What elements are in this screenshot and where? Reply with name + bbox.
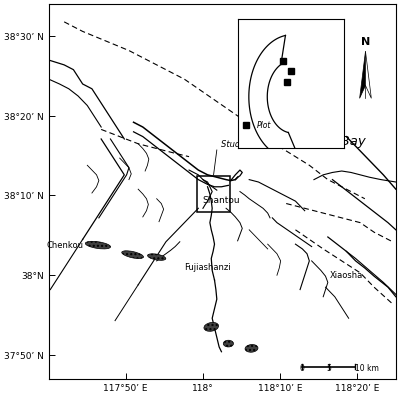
Ellipse shape (204, 322, 218, 331)
Text: 10 km: 10 km (355, 364, 379, 373)
Text: Bohai Bay: Bohai Bay (299, 135, 366, 148)
Text: 5: 5 (326, 364, 331, 373)
Text: Chenkou: Chenkou (46, 241, 84, 250)
Ellipse shape (245, 345, 258, 352)
Ellipse shape (122, 251, 144, 258)
Text: Shantou: Shantou (203, 197, 240, 205)
Ellipse shape (85, 241, 110, 249)
Ellipse shape (148, 254, 166, 260)
Text: Xiaosha: Xiaosha (330, 271, 363, 280)
Bar (197, 176, 230, 212)
Text: Fujiashanzi: Fujiashanzi (184, 263, 231, 272)
Ellipse shape (223, 340, 234, 347)
Text: 0: 0 (300, 364, 305, 373)
Text: Study Area: Study Area (221, 139, 268, 148)
